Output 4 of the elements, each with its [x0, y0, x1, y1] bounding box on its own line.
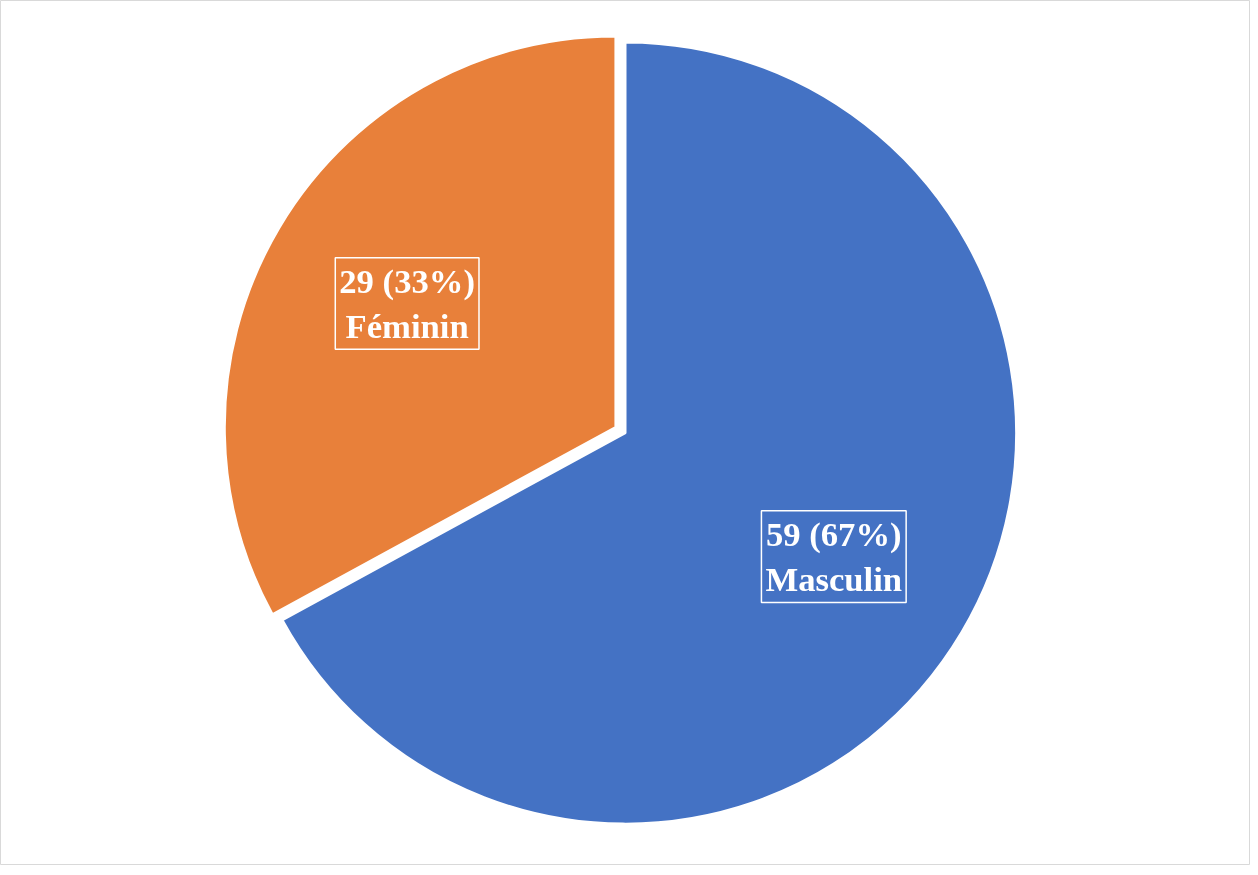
data-label: 59 (67%) [765, 514, 902, 554]
slice-label: Masculin [765, 560, 903, 599]
data-label: 29 (33%) [339, 261, 475, 301]
slice-label: Féminin [345, 307, 469, 346]
